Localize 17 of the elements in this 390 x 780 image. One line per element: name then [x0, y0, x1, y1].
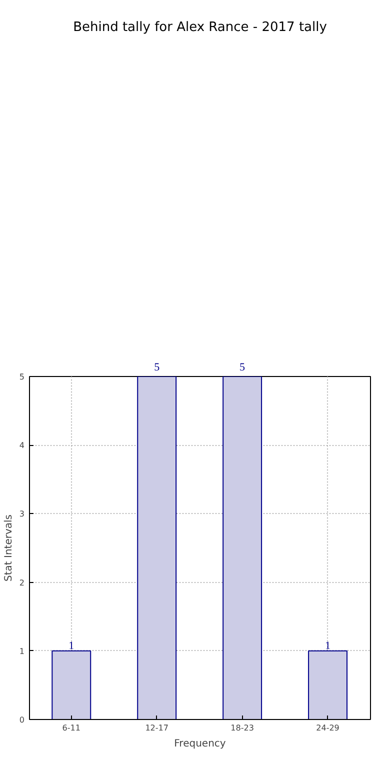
y-axis-title: Stat Intervals	[3, 514, 14, 582]
data-label: 5	[154, 361, 160, 374]
y-tick-label: 3	[19, 510, 25, 519]
y-tick-label: 1	[19, 646, 25, 656]
data-label: 1	[68, 640, 74, 652]
x-tick-label: 18-23	[230, 724, 254, 732]
y-tick-label: 2	[19, 578, 25, 588]
y-tick-label: 0	[19, 716, 25, 724]
x-axis-title: Frequency	[174, 738, 226, 750]
data-label: 5	[240, 361, 246, 374]
y-tick-label: 5	[19, 372, 25, 382]
x-tick-label: 24-29	[316, 724, 340, 732]
x-tick-label: 6-11	[62, 724, 80, 732]
x-tick-label: 12-17	[145, 724, 168, 732]
y-tick-label: 4	[19, 441, 25, 450]
chart-title: Behind tally for Alex Rance - 2017 tally	[73, 19, 327, 37]
data-label: 1	[325, 640, 331, 652]
